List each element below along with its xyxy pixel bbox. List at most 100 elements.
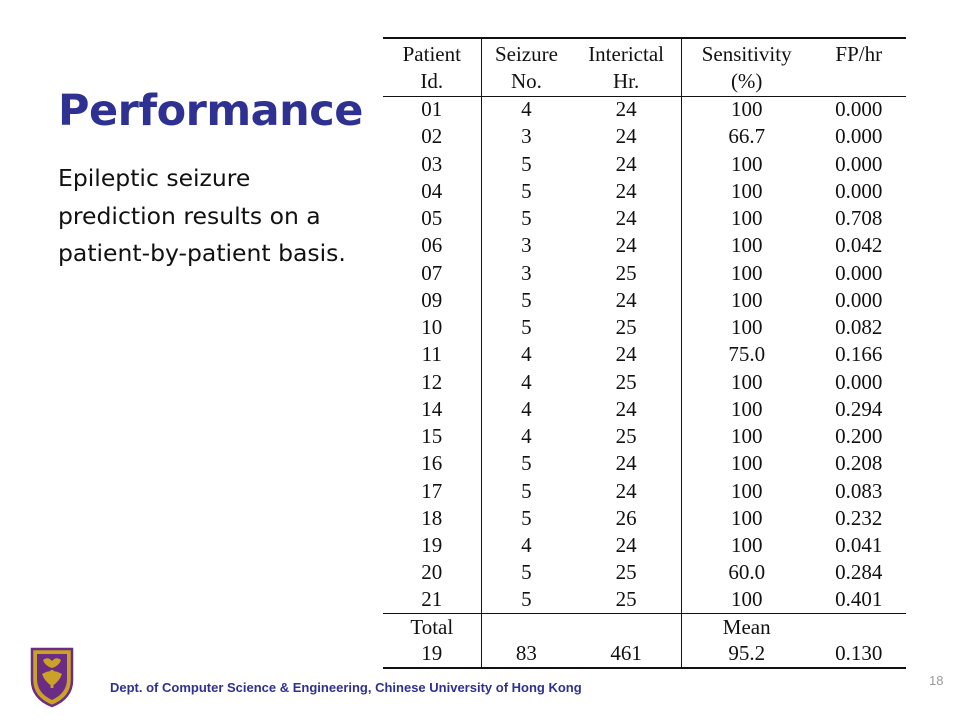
table-cell: 01 (383, 95, 482, 124)
table-cell: 4 (521, 342, 532, 367)
table-cell: 24 (571, 450, 682, 478)
table-row: 05 5 24 100 0.708 (383, 205, 906, 233)
table-cell: 24 (571, 232, 682, 260)
table-cell: 0.082 (835, 315, 883, 340)
footer-cell: 95.2 (681, 640, 812, 669)
table-row: 09 5 24 100 0.000 (383, 286, 906, 314)
table-cell: 100 (730, 233, 763, 258)
table-cell: 25 (571, 368, 682, 396)
table-row: 01 4 24 100 0.000 (383, 95, 906, 124)
header-cell: Interictal (571, 38, 682, 67)
table-cell: 16 (383, 450, 482, 478)
table-cell: 25 (571, 259, 682, 287)
table-cell: 5 (521, 478, 532, 503)
table-cell: 5 (521, 178, 532, 203)
header-cell: Patient (383, 38, 482, 67)
table-cell: 4 (521, 396, 532, 421)
table-header: Patient Seizure Interictal Sensitivity F… (383, 38, 906, 96)
table-cell: 03 (383, 150, 482, 178)
slide-title: Performance (58, 86, 363, 136)
table-cell: 25 (571, 559, 682, 587)
header-cell: (%) (730, 68, 763, 93)
table-row: 17 5 24 100 0.083 (383, 477, 906, 505)
table-cell: 0.200 (835, 424, 883, 449)
table-cell: 0.294 (835, 396, 883, 421)
table-cell: 25 (571, 586, 682, 614)
footer-cell: 461 (571, 640, 682, 669)
header-cell (811, 67, 906, 96)
table-row: 16 5 24 100 0.208 (383, 450, 906, 478)
table-cell: 100 (730, 505, 763, 530)
table-cell: 4 (521, 424, 532, 449)
table-row: 10 5 25 100 0.082 (383, 314, 906, 342)
table-cell: 5 (521, 151, 532, 176)
footer-cell (571, 613, 682, 641)
table-cell: 100 (730, 315, 763, 340)
table-cell: 07 (383, 259, 482, 287)
table-cell: 19 (383, 532, 482, 560)
table-cell: 66.7 (728, 124, 766, 149)
table-row: 18 5 26 100 0.232 (383, 504, 906, 532)
table-cell: 25 (571, 314, 682, 342)
table-cell: 24 (571, 150, 682, 178)
table-cell: 15 (383, 423, 482, 451)
table-cell: 60.0 (728, 560, 766, 585)
table-cell: 5 (521, 505, 532, 530)
footer-cell: 83 (481, 640, 572, 669)
table-cell: 0.708 (835, 206, 883, 231)
footer-cell (811, 613, 906, 641)
table-row: 06 3 24 100 0.042 (383, 232, 906, 260)
header-cell: No. (510, 68, 542, 93)
table-cell: 0.000 (835, 287, 883, 312)
footer-cell: 0.130 (811, 640, 906, 669)
table-cell: 20 (383, 559, 482, 587)
table-cell: 0.083 (835, 478, 883, 503)
table-cell: 24 (571, 341, 682, 369)
table-cell: 100 (730, 369, 763, 394)
table-cell: 0.000 (835, 124, 883, 149)
table-cell: 0.232 (835, 505, 883, 530)
table-cell: 17 (383, 477, 482, 505)
header-cell: Hr. (571, 67, 682, 96)
table-cell: 14 (383, 395, 482, 423)
table-cell: 100 (681, 95, 812, 124)
table-cell: 21 (383, 586, 482, 614)
table-cell: 5 (521, 587, 532, 612)
table-cell: 5 (521, 206, 532, 231)
table-cell: 0.000 (811, 95, 906, 124)
table-cell: 09 (383, 286, 482, 314)
table-cell: 24 (571, 95, 682, 124)
results-table: Patient Seizure Interictal Sensitivity F… (383, 37, 906, 669)
footer-cell: Mean (681, 613, 812, 641)
table-cell: 05 (383, 205, 482, 233)
header-row-1: Patient Seizure Interictal Sensitivity F… (383, 38, 906, 67)
table-cell: 0.042 (835, 233, 883, 258)
table-cell: 100 (730, 396, 763, 421)
table-cell: 11 (383, 341, 482, 369)
table-cell: 0.000 (835, 260, 883, 285)
footer-label-row: Total Mean (383, 613, 906, 641)
table-cell: 0.284 (835, 560, 883, 585)
footer-department: Dept. of Computer Science & Engineering,… (110, 680, 582, 695)
table-footer: Total Mean 19 83 461 95.2 0.130 (383, 613, 906, 669)
table-row: 21 5 25 100 0.401 (383, 586, 906, 614)
table-cell: 25 (571, 423, 682, 451)
table-cell: 06 (383, 232, 482, 260)
table-cell: 24 (571, 177, 682, 205)
table-cell: 0.000 (835, 151, 883, 176)
footer-cell (481, 613, 572, 641)
table-cell: 0.000 (835, 369, 883, 394)
table-row: 11 4 24 75.0 0.166 (383, 341, 906, 369)
table-cell: 12 (383, 368, 482, 396)
table-cell: 24 (571, 205, 682, 233)
table-cell: 0.041 (835, 533, 883, 558)
table-cell: 0.166 (835, 342, 883, 367)
header-cell: Id. (383, 67, 482, 96)
table-cell: 0.000 (835, 178, 883, 203)
header-row-2: Id. No. Hr. (%) (383, 67, 906, 96)
table-body: 01 4 24 100 0.000 02 3 24 66.7 0.000 03 5 24 100 0.000… (383, 95, 906, 614)
table-cell: 75.0 (728, 342, 766, 367)
header-cell: FP/hr (835, 41, 883, 66)
cuhk-crest-icon (30, 647, 74, 708)
table-cell: 04 (383, 177, 482, 205)
